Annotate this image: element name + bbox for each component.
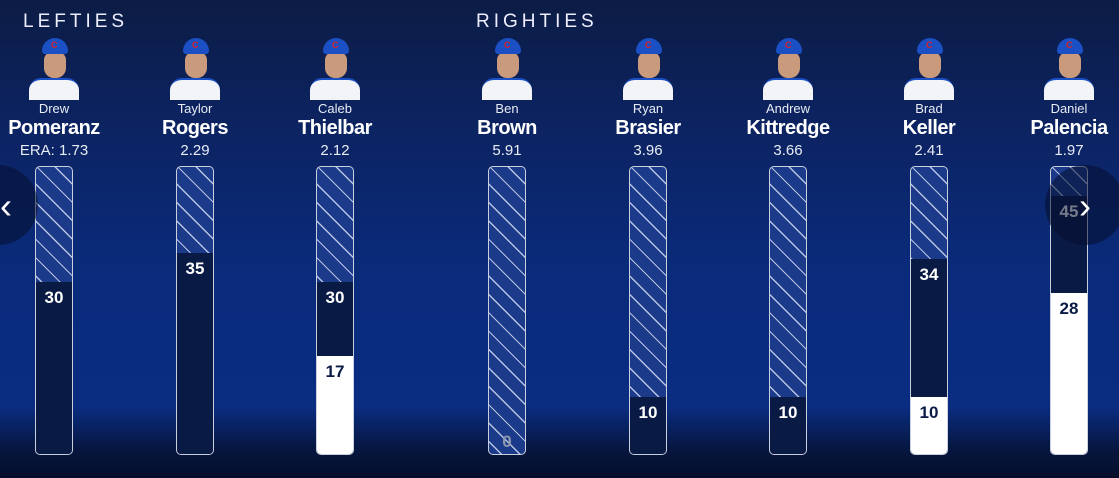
- stat-bar: 0: [488, 166, 526, 455]
- player-card: Brad Keller 2.41: [859, 36, 999, 159]
- player-last-name: Keller: [902, 117, 956, 139]
- player-last-name: Kittredge: [746, 117, 830, 139]
- player-first-name: Ben: [495, 101, 519, 116]
- player-first-name: Taylor: [177, 101, 213, 116]
- upper-value-label: 34: [919, 264, 939, 284]
- lower-segment: [317, 356, 353, 454]
- upper-value-label: 30: [325, 287, 345, 307]
- player-photo: [619, 36, 677, 100]
- upper-value-label: 0: [502, 432, 512, 451]
- player-first-name: Caleb: [318, 101, 352, 116]
- upper-value-label: 10: [778, 402, 798, 422]
- player-last-name: Thielbar: [298, 117, 372, 139]
- player-photo: [900, 36, 958, 100]
- player-photo: [1040, 36, 1098, 100]
- player-photo: [759, 36, 817, 100]
- player-era: 5.91: [492, 142, 522, 159]
- player-last-name: Rogers: [162, 117, 228, 139]
- player-card: Daniel Palencia 1.97: [999, 36, 1119, 159]
- player-photo: [25, 36, 83, 100]
- player-last-name: Brasier: [615, 117, 681, 139]
- player-era: 3.66: [773, 142, 803, 159]
- player-era: 1.97: [1054, 142, 1084, 159]
- next-button[interactable]: ›: [1045, 165, 1119, 245]
- player-last-name: Palencia: [1030, 117, 1108, 139]
- player-first-name: Daniel: [1050, 101, 1088, 116]
- upper-segment: [770, 396, 806, 454]
- stat-bar: 35: [176, 166, 214, 455]
- stat-bar: 10: [629, 166, 667, 455]
- chevron-left-icon: ‹: [0, 185, 12, 226]
- player-last-name: Pomeranz: [8, 117, 100, 139]
- player-card: Caleb Thielbar 2.12: [265, 36, 405, 159]
- player-photo: [306, 36, 364, 100]
- player-era: 3.96: [633, 142, 663, 159]
- player-last-name: Brown: [477, 117, 537, 139]
- player-era: 2.29: [180, 142, 210, 159]
- player-era: 2.41: [914, 142, 944, 159]
- lower-segment: [1051, 293, 1087, 454]
- player-era: 2.12: [320, 142, 350, 159]
- player-era: ERA: 1.73: [19, 142, 89, 159]
- upper-value-label: 10: [638, 402, 658, 422]
- player-card: Andrew Kittredge 3.66: [718, 36, 858, 159]
- stat-bar: 30 17: [316, 166, 354, 455]
- upper-value-label: 30: [44, 287, 64, 307]
- player-card: Taylor Rogers 2.29: [125, 36, 265, 159]
- lower-value-label: 28: [1059, 299, 1079, 319]
- stat-bar: 34 10: [910, 166, 948, 455]
- upper-value-label: 35: [185, 259, 205, 279]
- upper-segment: [36, 281, 72, 454]
- player-first-name: Ryan: [632, 101, 664, 116]
- prev-button[interactable]: ‹: [0, 165, 38, 245]
- player-photo: [166, 36, 224, 100]
- upper-segment: [630, 396, 666, 454]
- player-card: Ben Brown 5.91: [437, 36, 577, 159]
- player-card: Drew Pomeranz ERA: 1.73: [0, 36, 124, 159]
- lefties-heading: LEFTIES: [23, 11, 129, 32]
- stat-bar: 30: [35, 166, 73, 455]
- lower-value-label: 10: [919, 402, 939, 422]
- lower-segment: [911, 396, 947, 454]
- righties-heading: RIGHTIES: [476, 11, 598, 32]
- chevron-right-icon: ›: [1079, 185, 1091, 226]
- player-first-name: Brad: [915, 101, 943, 116]
- player-first-name: Andrew: [765, 101, 811, 116]
- stat-bar: 10: [769, 166, 807, 455]
- player-card: Ryan Brasier 3.96: [578, 36, 718, 159]
- player-photo: [478, 36, 536, 100]
- lower-value-label: 17: [325, 362, 345, 382]
- player-first-name: Drew: [38, 101, 70, 116]
- upper-segment: [177, 253, 213, 454]
